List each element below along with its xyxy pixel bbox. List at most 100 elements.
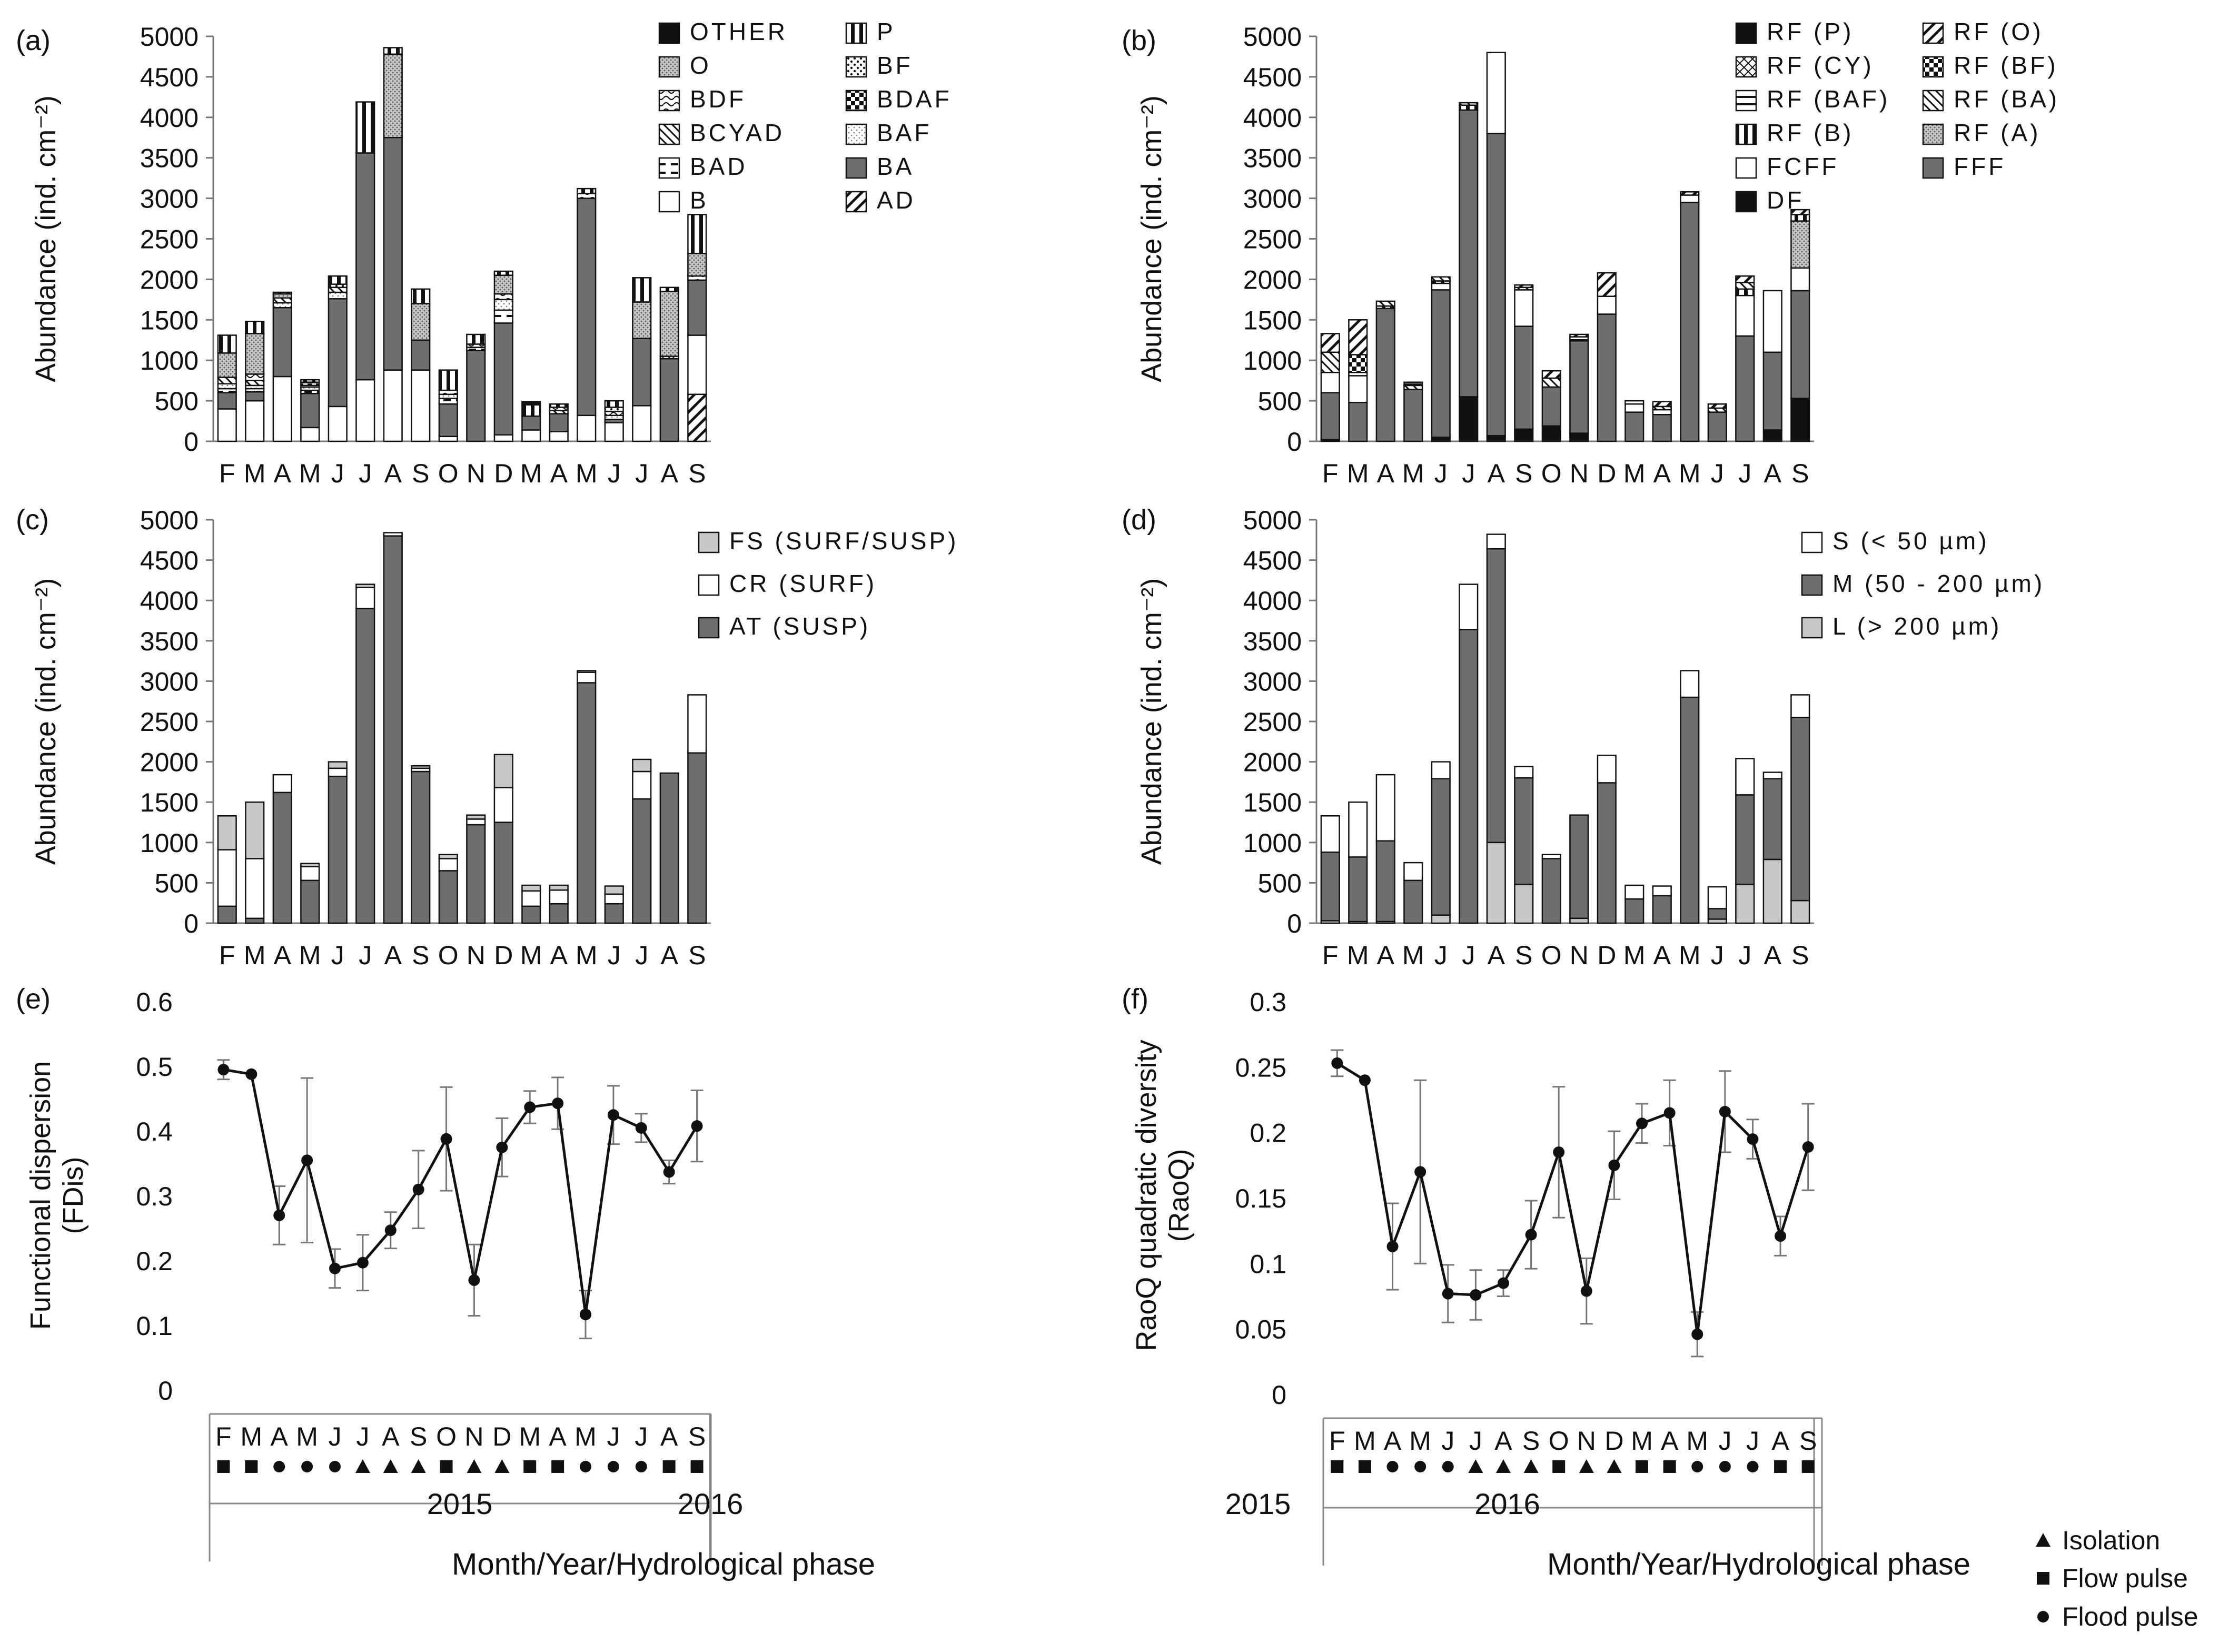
bar-segment bbox=[493, 754, 513, 788]
x-tick-label: J bbox=[608, 941, 621, 970]
data-point bbox=[1608, 1159, 1620, 1171]
x-tick-label: F bbox=[1322, 459, 1339, 488]
bar-segment bbox=[1735, 758, 1755, 796]
x-tick-label: J bbox=[1718, 1426, 1731, 1456]
bar-segment bbox=[217, 392, 237, 410]
bar-segment bbox=[217, 352, 237, 378]
bar-segment bbox=[687, 334, 707, 395]
bar-segment bbox=[1459, 396, 1479, 442]
bar-segment bbox=[521, 404, 541, 417]
x-tick-label: S bbox=[1515, 941, 1532, 970]
legend-swatch bbox=[658, 56, 680, 78]
data-point bbox=[412, 1183, 424, 1195]
legend-swatch bbox=[1735, 56, 1757, 78]
bar-segment bbox=[1486, 548, 1506, 844]
year-label-2015: 2015 bbox=[1225, 1487, 1291, 1520]
x-tick-label: D bbox=[494, 459, 513, 488]
data-point bbox=[217, 1064, 230, 1076]
x-tick-label: J bbox=[356, 1422, 369, 1451]
legend-swatch bbox=[845, 123, 867, 145]
bar-segment bbox=[245, 858, 265, 919]
bar-segment bbox=[245, 391, 265, 402]
phase-legend: Isolation Flow pulse Flood pulse bbox=[2036, 1526, 2198, 1631]
bar-segment bbox=[493, 822, 513, 924]
legend-label: BAD bbox=[690, 153, 748, 180]
bar-segment bbox=[466, 818, 486, 826]
x-tick-label: M bbox=[241, 1422, 263, 1451]
bar-segment bbox=[272, 302, 292, 309]
x-tick-label: A bbox=[661, 941, 679, 970]
bar-segment bbox=[1652, 413, 1672, 442]
bar-segment bbox=[1680, 191, 1700, 196]
x-tick-label: M bbox=[1679, 941, 1701, 970]
bar-segment bbox=[1762, 351, 1782, 431]
x-tick-label: S bbox=[688, 459, 706, 488]
bar-segment bbox=[1459, 104, 1479, 111]
data-point bbox=[1359, 1074, 1371, 1086]
x-tick-label: M bbox=[519, 1422, 541, 1451]
bar-segment bbox=[1431, 778, 1451, 916]
x-tick-label: N bbox=[1570, 459, 1589, 488]
y-axis-title-unit: (FDis) bbox=[57, 1157, 89, 1234]
legend-label: B bbox=[690, 186, 709, 214]
legend-label: RF (O) bbox=[1954, 18, 2044, 45]
bar-segment bbox=[1652, 401, 1672, 408]
y-tick-label: 1500 bbox=[1243, 305, 1302, 335]
bar-segment bbox=[217, 815, 237, 850]
isolation-icon bbox=[2036, 1533, 2050, 1547]
series-line bbox=[1336, 1062, 1810, 1334]
bar-segment bbox=[1403, 879, 1423, 924]
legend-swatch bbox=[1922, 22, 1944, 44]
bar-segment bbox=[328, 275, 348, 285]
x-tick-label: S bbox=[688, 1422, 706, 1451]
legend-label: BCYAD bbox=[690, 119, 785, 146]
bar-segment bbox=[549, 889, 569, 905]
phase-isolation-marker bbox=[1495, 1459, 1511, 1473]
x-tick-label: M bbox=[244, 459, 266, 488]
bar-segment bbox=[1459, 102, 1479, 106]
bar-segment bbox=[1348, 801, 1368, 858]
x-tick-label: F bbox=[1329, 1426, 1345, 1456]
x-tick-label: A bbox=[271, 1422, 289, 1451]
data-point bbox=[1580, 1285, 1592, 1297]
panel-b: 0 500 1000 1500 2000 2500 3000 3500 4000 4500 5000… bbox=[1122, 18, 2057, 488]
phase-legend-label: Isolation bbox=[2062, 1526, 2160, 1555]
y-tick-label: 0.1 bbox=[1250, 1249, 1286, 1279]
legend-label: M (50 - 200 µm) bbox=[1832, 570, 2045, 597]
bar-segment bbox=[493, 787, 513, 823]
y-tick-label: 0 bbox=[1287, 909, 1302, 938]
bar-segment bbox=[1486, 434, 1506, 442]
data-point bbox=[663, 1166, 675, 1178]
y-tick-label: 4000 bbox=[140, 586, 199, 616]
x-tick-label: J bbox=[1711, 459, 1724, 488]
bar-segment bbox=[328, 775, 348, 924]
bar-segment bbox=[604, 422, 624, 442]
bar-segment bbox=[1514, 428, 1534, 442]
bar-segment bbox=[1652, 409, 1672, 416]
bar-segment bbox=[383, 47, 403, 55]
legend-label: DF bbox=[1767, 186, 1804, 214]
x-tick-label: J bbox=[635, 941, 648, 970]
bar-segment bbox=[328, 767, 348, 777]
bar-segment bbox=[1569, 917, 1589, 924]
y-tick-label: 3500 bbox=[1243, 627, 1302, 656]
bar-segment bbox=[659, 772, 679, 924]
y-tick-label: 3500 bbox=[140, 627, 199, 656]
panel-label: (f) bbox=[1122, 983, 1148, 1015]
bar-segment bbox=[1320, 333, 1340, 353]
bar-segment bbox=[1597, 782, 1617, 924]
bar-segment bbox=[577, 670, 597, 673]
bar-segment bbox=[521, 429, 541, 442]
data-point bbox=[329, 1262, 341, 1274]
bar-segment bbox=[272, 306, 292, 378]
y-axis-title: RaoQ quadratic diversity bbox=[1131, 1040, 1162, 1351]
x-tick-label: D bbox=[492, 1422, 511, 1451]
x-tick-label: M bbox=[576, 459, 598, 488]
x-tick-label: M bbox=[1631, 1426, 1653, 1456]
x-tick-label: J bbox=[331, 941, 344, 970]
bar-segment bbox=[1431, 282, 1451, 291]
bar-segment bbox=[1514, 284, 1534, 289]
x-tick-label: J bbox=[331, 459, 344, 488]
bar-segment bbox=[549, 403, 569, 408]
data-point bbox=[1331, 1057, 1343, 1069]
